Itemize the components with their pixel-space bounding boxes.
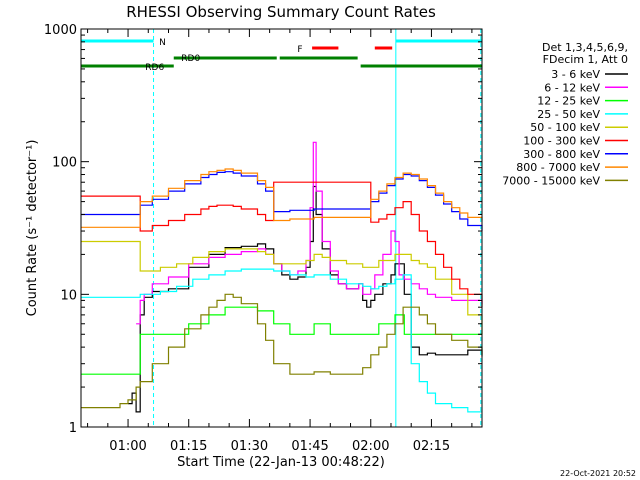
legend-header-line-1: Det 1,3,4,5,6,9, <box>542 41 628 54</box>
plot-frame <box>80 28 483 428</box>
state-bar-label-rd6: RD6 <box>145 63 164 73</box>
series-line-50-100-kev <box>81 240 483 335</box>
series-line-800-7000-kev <box>81 168 483 228</box>
legend-label-100-300-kev: 100 - 300 keV <box>523 135 600 148</box>
legend-label-50-100-kev: 50 - 100 keV <box>530 121 600 134</box>
state-bar-label-rd0: RD0 <box>181 54 200 64</box>
x-axis-label: Start Time (22-Jan-13 00:48:22) <box>177 455 385 470</box>
x-tick-label: 02:00 <box>352 439 389 454</box>
y-tick-label: 1 <box>69 421 77 436</box>
series-line-100-300-kev <box>81 181 483 308</box>
legend-label-25-50-kev: 25 - 50 keV <box>537 108 600 121</box>
legend-header-line-2: FDecim 1, Att 0 <box>543 53 628 66</box>
legend-label-7000-15000-kev: 7000 - 15000 keV <box>502 174 600 187</box>
series-line-12-25-kev <box>81 306 482 375</box>
legend-label-12-25-kev: 12 - 25 keV <box>537 95 600 108</box>
x-tick-label: 01:45 <box>291 439 328 454</box>
legend-label-300-800-kev: 300 - 800 keV <box>523 148 600 161</box>
state-bar-label-f: F <box>297 45 302 55</box>
x-tick-label: 01:30 <box>231 439 268 454</box>
y-axis-label: Count Rate (s⁻¹ detector⁻¹) <box>25 140 40 317</box>
x-tick-label: 02:15 <box>413 439 450 454</box>
x-tick-label: 01:15 <box>170 439 207 454</box>
state-bar-label-n: N <box>159 38 166 48</box>
series-line-7000-15000-kev <box>81 293 483 409</box>
legend-label-800-7000-kev: 800 - 7000 keV <box>516 161 600 174</box>
legend-label-6-12-kev: 6 - 12 keV <box>544 81 600 94</box>
legend-label-3-6-kev: 3 - 6 keV <box>551 68 600 81</box>
y-tick-label: 10 <box>60 288 77 303</box>
x-tick-label: 01:00 <box>109 439 146 454</box>
legend: Det 1,3,4,5,6,9, FDecim 1, Att 0 3 - 6 k… <box>502 41 628 187</box>
series-line-6-12-kev <box>136 141 483 325</box>
footer-timestamp: 22-Oct-2021 20:52 <box>560 469 636 478</box>
y-tick-label: 1000 <box>44 23 77 38</box>
series-line-25-50-kev <box>81 268 482 413</box>
chart-title: RHESSI Observing Summary Count Rates <box>126 3 436 21</box>
y-tick-label: 100 <box>52 156 77 171</box>
series-line-300-800-kev <box>81 171 483 231</box>
